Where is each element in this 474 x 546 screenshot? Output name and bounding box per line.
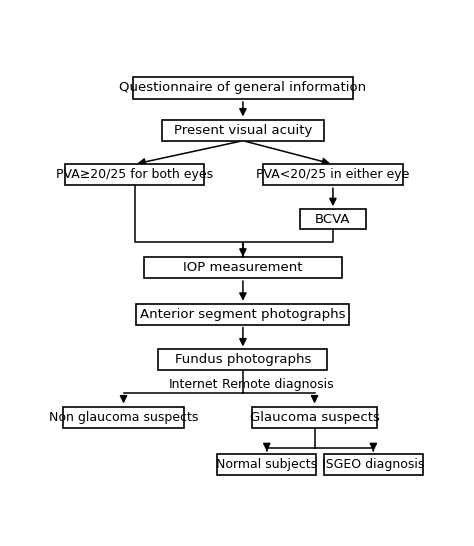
- FancyBboxPatch shape: [137, 304, 349, 325]
- FancyBboxPatch shape: [263, 164, 403, 185]
- FancyBboxPatch shape: [252, 407, 377, 428]
- Text: Normal subjects: Normal subjects: [216, 458, 318, 471]
- Text: PVA≥20/25 for both eyes: PVA≥20/25 for both eyes: [56, 168, 213, 181]
- Text: BCVA: BCVA: [315, 212, 351, 225]
- Text: Questionnaire of general information: Questionnaire of general information: [119, 81, 366, 94]
- Text: IOP measurement: IOP measurement: [183, 261, 303, 274]
- FancyBboxPatch shape: [324, 454, 423, 475]
- Text: Anterior segment photographs: Anterior segment photographs: [140, 307, 346, 321]
- FancyBboxPatch shape: [158, 349, 328, 370]
- FancyBboxPatch shape: [65, 164, 204, 185]
- Text: Glaucoma suspects: Glaucoma suspects: [250, 411, 380, 424]
- Text: ISGEO diagnosis: ISGEO diagnosis: [322, 458, 425, 471]
- Text: Remote diagnosis: Remote diagnosis: [222, 378, 334, 390]
- FancyBboxPatch shape: [217, 454, 316, 475]
- Text: Non glaucoma suspects: Non glaucoma suspects: [49, 411, 198, 424]
- FancyBboxPatch shape: [300, 210, 366, 229]
- FancyBboxPatch shape: [63, 407, 184, 428]
- Text: Fundus photographs: Fundus photographs: [175, 353, 311, 366]
- Text: Present visual acuity: Present visual acuity: [174, 124, 312, 136]
- FancyBboxPatch shape: [162, 120, 324, 141]
- Text: PVA<20/25 in either eye: PVA<20/25 in either eye: [256, 168, 410, 181]
- FancyBboxPatch shape: [133, 76, 353, 99]
- Text: Internet: Internet: [169, 378, 218, 390]
- FancyBboxPatch shape: [144, 257, 342, 278]
